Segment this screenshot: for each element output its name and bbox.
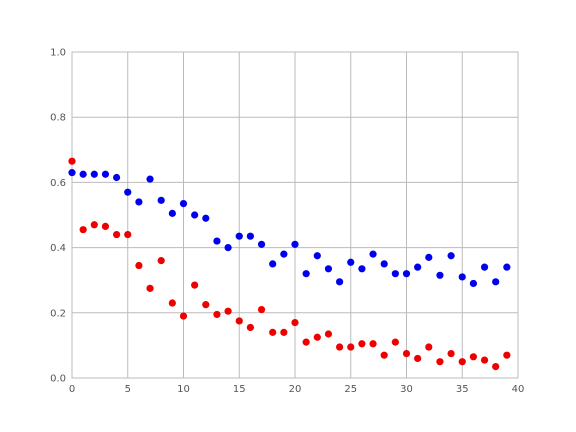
data-point [225,308,232,315]
data-point [113,174,120,181]
data-point [258,306,265,313]
data-point [68,158,75,165]
data-point [492,278,499,285]
data-point [124,231,131,238]
x-tick-label: 20 [289,384,302,395]
data-point [436,272,443,279]
data-point [280,329,287,336]
data-point [91,221,98,228]
data-point [392,270,399,277]
data-point [135,262,142,269]
data-point [325,330,332,337]
data-point [425,343,432,350]
data-point [459,273,466,280]
data-point [225,244,232,251]
data-point [269,260,276,267]
data-point [336,278,343,285]
data-point [325,265,332,272]
data-point [213,311,220,318]
data-point [202,215,209,222]
data-point [381,352,388,359]
data-point [280,251,287,258]
data-point [470,353,477,360]
data-point [191,211,198,218]
data-point [169,299,176,306]
data-point [369,251,376,258]
data-point [169,210,176,217]
data-point [158,257,165,264]
x-tick-label: 40 [512,384,525,395]
data-point [492,363,499,370]
x-tick-label: 0 [69,384,75,395]
data-point [80,226,87,233]
y-tick-label: 0.4 [50,243,66,254]
data-point [102,171,109,178]
x-tick-label: 10 [177,384,190,395]
data-point [392,339,399,346]
data-point [291,241,298,248]
data-point [247,324,254,331]
data-point [213,237,220,244]
data-point [358,340,365,347]
data-point [369,340,376,347]
data-point [448,252,455,259]
data-point [347,343,354,350]
y-tick-label: 1.0 [50,48,66,59]
y-tick-label: 0.8 [50,113,66,124]
data-point [269,329,276,336]
x-tick-label: 30 [400,384,413,395]
data-point [414,355,421,362]
data-point [381,260,388,267]
data-point [247,233,254,240]
data-point [135,198,142,205]
data-point [146,176,153,183]
data-point [202,301,209,308]
data-point [436,358,443,365]
x-tick-label: 35 [456,384,469,395]
data-point [158,197,165,204]
data-point [236,233,243,240]
data-point [403,270,410,277]
data-point [303,270,310,277]
x-tick-label: 25 [344,384,357,395]
data-point [258,241,265,248]
data-point [236,317,243,324]
data-point [459,358,466,365]
data-point [291,319,298,326]
data-point [314,252,321,259]
data-point [303,339,310,346]
data-point [503,264,510,271]
data-point [180,200,187,207]
data-point [503,352,510,359]
data-point [336,343,343,350]
data-point [448,350,455,357]
data-point [358,265,365,272]
data-point [425,254,432,261]
data-point [481,356,488,363]
data-point [347,259,354,266]
y-tick-label: 0.6 [50,178,66,189]
data-point [414,264,421,271]
data-point [113,231,120,238]
data-point [403,350,410,357]
data-point [124,189,131,196]
data-point [180,312,187,319]
data-point [102,223,109,230]
y-tick-label: 0.0 [50,374,66,385]
x-tick-label: 5 [125,384,131,395]
data-point [191,281,198,288]
data-point [470,280,477,287]
y-tick-label: 0.2 [50,308,66,319]
data-point [68,169,75,176]
data-point [80,171,87,178]
data-point [314,334,321,341]
data-point [481,264,488,271]
data-point [146,285,153,292]
data-point [91,171,98,178]
x-tick-label: 15 [233,384,246,395]
